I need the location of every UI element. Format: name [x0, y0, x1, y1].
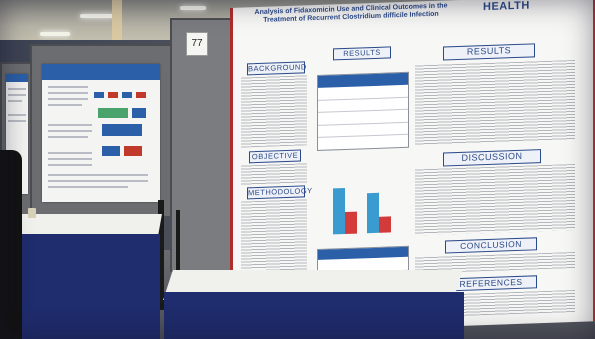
- ceiling-light: [180, 6, 206, 10]
- ceiling-beam: [112, 0, 122, 44]
- table-skirt-front: [164, 292, 464, 339]
- results-text: [415, 59, 575, 146]
- section-results-small: RESULTS: [333, 46, 391, 61]
- stand-pole: [158, 200, 164, 310]
- poster-title: Analysis of Fidaxomicin Use and Clinical…: [254, 2, 448, 24]
- poster-logo: HEALTH: [483, 0, 530, 14]
- objective-text: [241, 163, 307, 186]
- section-background: BACKGROUND: [247, 61, 307, 76]
- ceiling-light: [40, 32, 70, 36]
- section-results: RESULTS: [443, 43, 535, 61]
- poster-left: [42, 64, 160, 202]
- cup: [28, 208, 36, 218]
- chart-bar: [379, 216, 391, 233]
- ceiling-light: [80, 14, 114, 18]
- display-board-left: 76: [30, 44, 174, 218]
- section-discussion: DISCUSSION: [443, 149, 541, 167]
- background-text: [241, 75, 307, 148]
- chair-silhouette: [0, 150, 22, 339]
- discussion-text: [415, 163, 575, 236]
- chart-bar: [345, 211, 357, 234]
- table-skirt-left: [4, 234, 160, 339]
- chart-bar: [333, 187, 345, 235]
- chart-bar: [367, 192, 379, 234]
- section-methodology: METHODOLOGY: [247, 185, 313, 200]
- results-bar-chart: [323, 162, 403, 235]
- results-table-1: [317, 71, 409, 151]
- booth-number-77: 77: [186, 32, 208, 56]
- section-objective: OBJECTIVE: [249, 149, 301, 164]
- section-conclusion: CONCLUSION: [445, 237, 537, 254]
